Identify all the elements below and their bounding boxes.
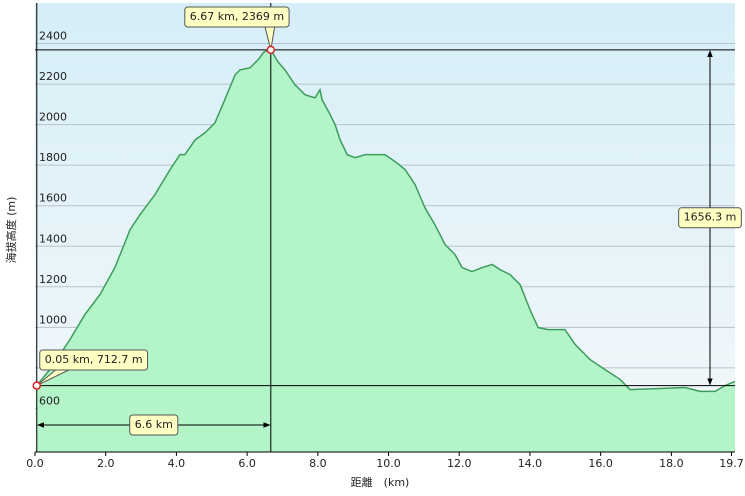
marker-label-box	[184, 6, 290, 28]
gain-label-box	[678, 207, 742, 229]
x-tick-label: 8.0	[309, 457, 327, 470]
x-tick-label: 12.0	[447, 457, 472, 470]
y-axis-title: 海拔高度 (m)	[4, 197, 18, 264]
marker-label-text: 0.05 km, 712.7 m	[45, 353, 143, 366]
x-tick-label: 6.0	[238, 457, 256, 470]
y-tick-label: 2400	[39, 30, 67, 43]
distance-label-text: 6.6 km	[135, 418, 173, 431]
y-tick-label: 1200	[39, 273, 67, 286]
y-tick-label: 600	[39, 394, 60, 407]
elevation-area	[36, 49, 735, 452]
marker-label: 0.05 km, 712.7 m	[36, 349, 149, 387]
y-tick-label: 2000	[39, 111, 67, 124]
x-tick-label: 4.0	[168, 457, 186, 470]
gain-label: 1656.3 m	[678, 207, 742, 229]
distance-label-box	[129, 414, 179, 436]
marker-label-box	[39, 349, 149, 371]
distance-label: 6.6 km	[129, 414, 179, 436]
x-tick-label: 14.0	[518, 457, 543, 470]
y-tick-label: 1400	[39, 232, 67, 245]
x-tick-label: 0.0	[26, 457, 44, 470]
x-tick-label: 2.0	[97, 457, 115, 470]
x-tick-label: 19.7	[719, 457, 744, 470]
x-tick-label: 16.0	[588, 457, 613, 470]
y-tick-label: 1000	[39, 313, 67, 326]
marker-label-text: 6.67 km, 2369 m	[190, 10, 284, 23]
x-axis-title: 距離 (km)	[351, 475, 410, 489]
x-tick-label: 18.0	[659, 457, 684, 470]
y-tick-label: 2200	[39, 70, 67, 83]
marker-point	[32, 381, 42, 390]
marker-label: 6.67 km, 2369 m	[184, 6, 290, 50]
y-tick-label: 1600	[39, 192, 67, 205]
elevation-line	[36, 48, 736, 393]
marker-point	[266, 45, 276, 55]
x-tick-label: 10.0	[376, 457, 401, 470]
gain-label-text: 1656.3 m	[684, 211, 737, 224]
y-tick-label: 1800	[39, 151, 67, 164]
